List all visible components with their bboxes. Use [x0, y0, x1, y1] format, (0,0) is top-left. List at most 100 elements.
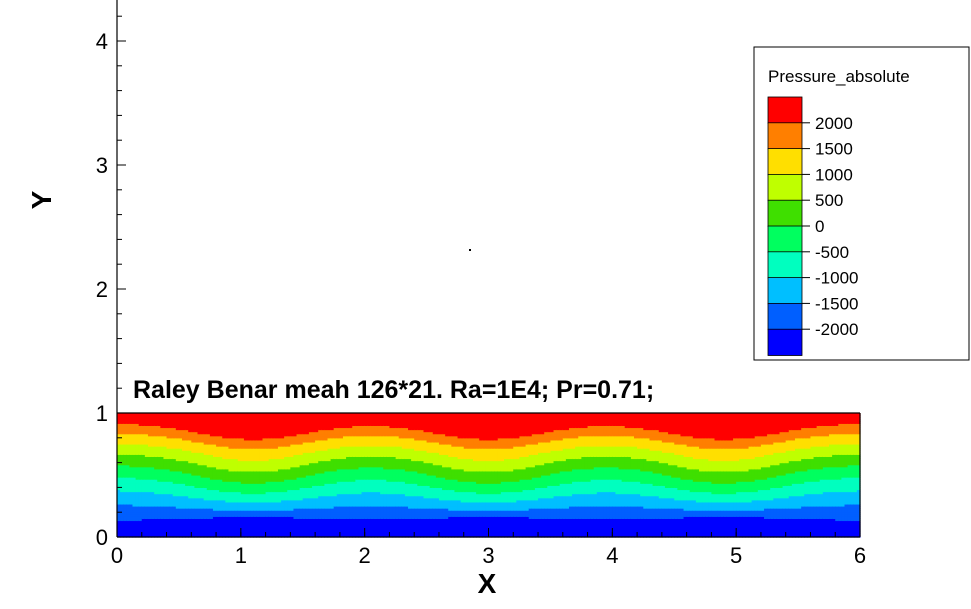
contour-cell [206, 464, 211, 468]
contour-cell [182, 470, 186, 474]
contour-cell [194, 524, 199, 528]
contour-cell [160, 506, 165, 509]
contour-cell [212, 530, 217, 534]
contour-cell [185, 437, 189, 441]
contour-cell [135, 491, 140, 495]
contour-cell [135, 429, 140, 433]
contour-cell [178, 421, 183, 424]
contour-cell [225, 479, 230, 482]
contour-cell [219, 431, 223, 435]
contour-cell [126, 475, 130, 478]
contour-cell [206, 437, 211, 441]
contour-cell [222, 510, 226, 513]
contour-cell [225, 493, 230, 497]
contour-cell [138, 421, 143, 424]
contour-cell [206, 456, 211, 460]
contour-cell [160, 491, 165, 495]
contour-cell [219, 508, 223, 511]
contour-cell [172, 526, 177, 530]
contour-cell [172, 446, 177, 449]
contour-cell [123, 495, 127, 499]
contour-cell [126, 487, 130, 491]
contour-cell [178, 437, 183, 441]
contour-cell [178, 510, 183, 513]
contour-cell [178, 417, 183, 420]
contour-cell [182, 485, 186, 488]
contour-cell [169, 518, 174, 522]
contour-cell [219, 421, 223, 424]
contour-cell [160, 503, 165, 507]
contour-cell [126, 512, 130, 515]
contour-cell [117, 506, 121, 509]
contour-cell [141, 419, 146, 422]
contour-cell [203, 516, 208, 519]
contour-cell [120, 506, 124, 509]
contour-cell [231, 423, 236, 426]
contour-cell [178, 499, 183, 503]
contour-cell [147, 520, 152, 524]
contour-cell [138, 479, 143, 482]
contour-cell [203, 522, 208, 526]
contour-cell [154, 439, 158, 443]
contour-cell [200, 526, 205, 530]
contour-cell [123, 448, 127, 451]
contour-cell [163, 468, 168, 472]
contour-cell [212, 510, 217, 513]
contour-cell [234, 499, 239, 503]
contour-cell [135, 464, 140, 468]
contour-cell [222, 483, 226, 486]
contour-cell [203, 472, 208, 476]
contour-cell [141, 462, 146, 466]
contour-cell [194, 454, 199, 457]
contour-cell [169, 448, 174, 451]
contour-cell [219, 528, 223, 532]
contour-cell [169, 528, 174, 532]
contour-cell [135, 516, 140, 519]
contour-cell [172, 493, 177, 497]
contour-cell [144, 433, 149, 437]
contour-cell [197, 448, 202, 451]
contour-cell [169, 466, 174, 470]
contour-cell [138, 510, 143, 513]
contour-cell [225, 532, 230, 536]
contour-cell [169, 435, 174, 439]
contour-cell [225, 503, 230, 507]
contour-cell [188, 454, 192, 457]
contour-cell [138, 429, 143, 433]
contour-cell [182, 512, 186, 515]
contour-cell [166, 516, 171, 519]
contour-cell [163, 489, 168, 493]
contour-cell [135, 530, 140, 534]
contour-cell [129, 522, 134, 526]
contour-cell [157, 528, 161, 532]
contour-cell [222, 452, 226, 455]
contour-cell [228, 495, 233, 499]
contour-cell [216, 460, 220, 464]
contour-cell [126, 491, 130, 495]
contour-cell [194, 489, 199, 493]
contour-cell [234, 487, 239, 491]
contour-cell [151, 491, 155, 495]
contour-cell [160, 481, 165, 484]
contour-cell [166, 466, 171, 470]
contour-cell [225, 468, 230, 472]
contour-cell [141, 456, 146, 460]
contour-cell [237, 470, 242, 474]
contour-cell [197, 512, 202, 515]
contour-cell [163, 472, 168, 476]
contour-cell [126, 526, 130, 530]
contour-cell [225, 508, 230, 511]
contour-cell [225, 524, 230, 528]
contour-cell [163, 532, 168, 536]
contour-cell [194, 534, 199, 538]
contour-cell [117, 456, 121, 460]
contour-cell [191, 528, 195, 532]
contour-cell [135, 532, 140, 536]
contour-cell [151, 526, 155, 530]
contour-cell [237, 458, 242, 462]
contour-cell [172, 462, 177, 466]
contour-cell [178, 458, 183, 462]
contour-cell [206, 506, 211, 509]
contour-cell [166, 495, 171, 499]
contour-cell [194, 483, 199, 486]
